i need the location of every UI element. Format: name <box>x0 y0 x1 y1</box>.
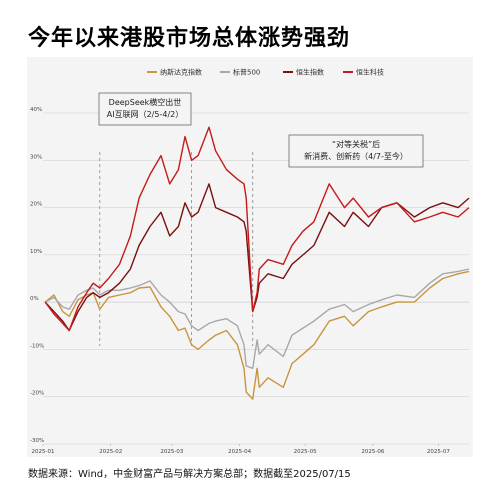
series-line <box>44 270 470 400</box>
annotation-text: AI互联网（2/5-4/2） <box>107 110 183 119</box>
y-tick-label: 30% <box>30 154 42 160</box>
annotation-text: 新消费、创新药（4/7-至今） <box>304 151 408 161</box>
source-note: 数据来源：Wind，中金财富产品与解决方案总部；数据截至2025/07/15 <box>28 469 351 480</box>
x-tick-label: 2025-06 <box>361 449 384 455</box>
x-tick-label: 2025-07 <box>427 449 450 455</box>
y-tick-label: -10% <box>30 343 44 349</box>
series-line <box>44 126 470 332</box>
y-tick-label: 0% <box>30 296 39 302</box>
x-tick-label: 2025-01 <box>32 449 55 455</box>
annotation-box <box>98 92 192 126</box>
annotation-text: “对等关税”后 <box>332 139 380 149</box>
y-tick-label: -20% <box>30 391 44 397</box>
series-line <box>44 183 470 332</box>
legend-label: 纳斯达克指数 <box>160 68 202 77</box>
y-tick-label: 40% <box>30 107 42 113</box>
page-title: 今年以来港股市场总体涨势强劲 <box>28 26 351 51</box>
legend-label: 标普500 <box>233 68 260 77</box>
x-tick-label: 2025-03 <box>160 449 183 455</box>
y-tick-label: 20% <box>30 202 42 208</box>
line-chart: -30% -20% -10% 0% 10% 20% 30% 40% 2025-01 2025-02… <box>30 68 470 455</box>
legend-label: 恒生科技 <box>356 68 384 77</box>
y-tick-label: -30% <box>30 438 44 444</box>
annotation-box <box>288 134 424 168</box>
x-tick-label: 2025-02 <box>99 449 122 455</box>
chart-card: -30% -20% -10% 0% 10% 20% 30% 40% 2025-01 2025-02… <box>27 57 473 457</box>
x-tick-label: 2025-04 <box>228 449 251 455</box>
x-tick-label: 2025-05 <box>294 449 317 455</box>
y-tick-label: 10% <box>30 249 42 255</box>
annotation-text: DeepSeek横空出世 <box>109 97 182 107</box>
legend-label: 恒生指数 <box>296 68 324 77</box>
series-line <box>44 268 470 369</box>
